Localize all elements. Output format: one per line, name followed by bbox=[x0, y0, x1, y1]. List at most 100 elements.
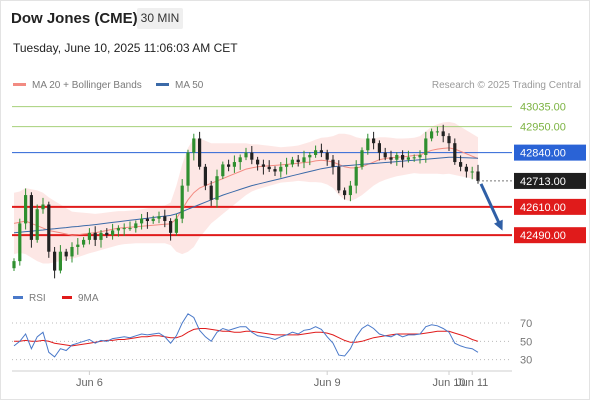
candle-body bbox=[354, 166, 358, 186]
time-label-3: Jun 11 bbox=[456, 377, 488, 389]
timestamp: Tuesday, June 10, 2025 11:06:03 AM CET bbox=[13, 41, 238, 55]
candle-body bbox=[180, 185, 184, 219]
candle-body bbox=[296, 159, 300, 163]
candle-body bbox=[70, 246, 74, 257]
candle-body bbox=[238, 157, 242, 163]
candle-body bbox=[459, 162, 463, 167]
candle-body bbox=[192, 138, 196, 153]
candle-body bbox=[24, 195, 28, 224]
candle-body bbox=[198, 138, 202, 167]
candle-body bbox=[145, 218, 149, 222]
ma50-line bbox=[13, 156, 479, 234]
legend-rsi-label: RSI bbox=[29, 293, 46, 304]
candle-body bbox=[134, 223, 138, 229]
candle-body bbox=[435, 131, 439, 133]
level-label-3: 42610.00 bbox=[520, 202, 566, 214]
candle-body bbox=[476, 171, 480, 181]
candle-body bbox=[453, 143, 457, 163]
forecast-arrow-head bbox=[494, 219, 503, 231]
candle-body bbox=[256, 159, 260, 165]
candle-body bbox=[203, 166, 207, 186]
candle-body bbox=[64, 251, 68, 257]
rsi-swatch bbox=[13, 295, 23, 299]
legend-ma20: MA 20 + Bollinger Bands bbox=[13, 80, 142, 91]
candle-body bbox=[232, 162, 236, 167]
candle-body bbox=[93, 232, 97, 240]
candle-body bbox=[348, 185, 352, 196]
candle-body bbox=[35, 209, 39, 240]
level-tag-3 bbox=[514, 198, 586, 215]
candle-body bbox=[372, 138, 376, 144]
last-price-tag bbox=[514, 172, 586, 189]
candle-body bbox=[424, 138, 428, 155]
candle-body bbox=[151, 218, 155, 222]
legend-ma20-label: MA 20 + Bollinger Bands bbox=[32, 80, 142, 91]
forecast-arrow-shaft bbox=[479, 183, 502, 226]
candle-body bbox=[279, 166, 283, 172]
legend-rsi: RSI bbox=[13, 293, 46, 304]
level-label-4: 42490.00 bbox=[520, 230, 566, 242]
time-label-0: Jun 6 bbox=[76, 377, 103, 389]
ma50-swatch bbox=[156, 82, 169, 86]
ma20-swatch bbox=[13, 82, 26, 86]
ma20-line bbox=[13, 147, 479, 236]
candle-body bbox=[244, 152, 248, 158]
candle-body bbox=[261, 164, 265, 167]
candle-body bbox=[227, 164, 231, 167]
candle-body bbox=[290, 159, 294, 165]
candle-body bbox=[360, 150, 364, 167]
candle-body bbox=[383, 152, 387, 158]
candle-body bbox=[169, 221, 173, 233]
candle-body bbox=[58, 251, 62, 271]
time-label-2: Jun 10 bbox=[432, 377, 465, 389]
candle-body bbox=[99, 232, 103, 240]
candle-body bbox=[441, 131, 445, 137]
candle-body bbox=[314, 150, 318, 155]
candle-body bbox=[331, 159, 335, 167]
candle-body bbox=[163, 216, 167, 222]
candle-body bbox=[116, 228, 120, 231]
candle-body bbox=[87, 232, 91, 240]
candle-body bbox=[12, 261, 16, 269]
rsi-tick-0: 70 bbox=[520, 318, 532, 330]
candle-body bbox=[308, 154, 312, 158]
candle-body bbox=[319, 150, 323, 153]
candle-body bbox=[464, 166, 468, 172]
candle-body bbox=[140, 218, 144, 224]
level-label-1: 42950.00 bbox=[520, 122, 566, 134]
candle-body bbox=[174, 218, 178, 233]
timeframe-button[interactable]: 30 MIN bbox=[137, 8, 183, 29]
candle-body bbox=[389, 157, 393, 160]
legend-ma50-label: MA 50 bbox=[175, 80, 204, 91]
rsi-line bbox=[13, 313, 479, 358]
candle-body bbox=[377, 143, 381, 153]
candle-body bbox=[395, 154, 399, 160]
candle-body bbox=[111, 230, 115, 236]
time-label-1: Jun 9 bbox=[314, 377, 341, 389]
instrument-title: Dow Jones (CME) bbox=[11, 10, 138, 27]
candle-body bbox=[53, 251, 57, 271]
candle-body bbox=[157, 216, 161, 219]
candle-body bbox=[412, 157, 416, 159]
candle-body bbox=[47, 204, 51, 252]
rsi-tick-1: 50 bbox=[520, 336, 532, 348]
candle-body bbox=[406, 157, 410, 160]
candle-body bbox=[186, 152, 190, 186]
candle-body bbox=[267, 166, 271, 170]
legend-9ma: 9MA bbox=[62, 293, 99, 304]
candle-body bbox=[325, 152, 329, 160]
candle-body bbox=[215, 176, 219, 200]
level-label-0: 43035.00 bbox=[520, 102, 566, 114]
candle-body bbox=[209, 185, 213, 200]
level-tag-4 bbox=[514, 227, 586, 244]
candle-body bbox=[285, 164, 289, 167]
level-tag-2 bbox=[514, 144, 586, 161]
candle-body bbox=[76, 244, 80, 247]
last-price-label: 42713.00 bbox=[520, 176, 566, 188]
candle-body bbox=[337, 166, 341, 191]
level-label-2: 42840.00 bbox=[520, 148, 566, 160]
candle-body bbox=[343, 190, 347, 196]
candle-body bbox=[401, 154, 405, 160]
candle-body bbox=[430, 131, 434, 139]
